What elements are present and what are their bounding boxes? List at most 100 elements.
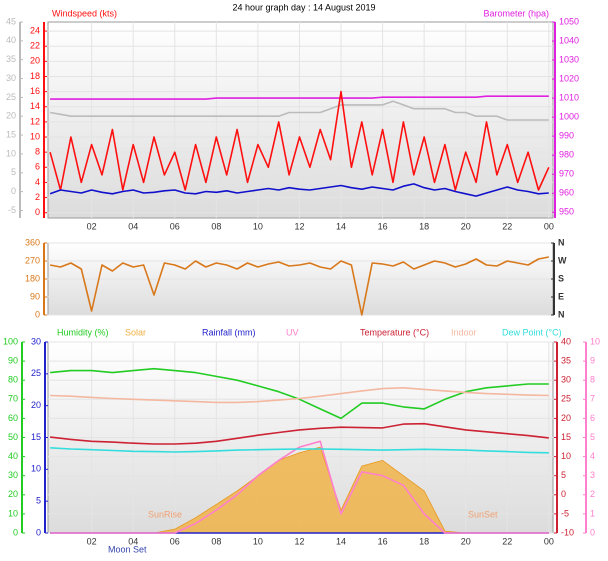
- y-tick-label: E: [558, 291, 564, 301]
- y-tick-label: 20: [31, 400, 41, 410]
- y-tick-label: S: [558, 273, 564, 283]
- y-tick-label: 7: [590, 394, 595, 404]
- line: [50, 422, 549, 445]
- x-tick-label: 04: [128, 221, 138, 231]
- y-tick-label: -10: [561, 527, 574, 537]
- y-tick-label: 0: [35, 309, 40, 319]
- y-tick-label: 2: [35, 192, 40, 202]
- x-tick-label: 00: [544, 536, 554, 546]
- y-tick-label: 1020: [559, 73, 579, 83]
- y-tick-label: 15: [31, 432, 41, 442]
- legend-label: UV: [286, 327, 299, 337]
- y-tick-label: 15: [561, 432, 571, 442]
- y-tick-label: 25: [6, 92, 16, 102]
- y-tick-label: 25: [561, 394, 571, 404]
- x-tick-label: 08: [211, 221, 221, 231]
- x-tick-label: 06: [170, 221, 180, 231]
- y-tick-label: 24: [30, 25, 40, 35]
- x-tick-label: 22: [502, 536, 512, 546]
- y-tick-label: 180: [25, 273, 40, 283]
- y-tick-label: 1030: [559, 54, 579, 64]
- y-tick-label: 6: [590, 413, 595, 423]
- annotation: SunSet: [468, 509, 498, 519]
- y-tick-label: 16: [30, 86, 40, 96]
- y-tick-label: 10: [8, 508, 18, 518]
- y-tick-label: 970: [559, 169, 574, 179]
- chart-title: 24 hour graph day : 14 August 2019: [232, 2, 375, 12]
- x-tick-label: 14: [336, 536, 346, 546]
- y-tick-label: 3: [590, 470, 595, 480]
- y-tick-label: 270: [25, 255, 40, 265]
- x-tick-label: 12: [294, 221, 304, 231]
- line: [49, 90, 550, 191]
- y-tick-label: 90: [30, 291, 40, 301]
- x-tick-label: 02: [87, 536, 97, 546]
- y-axis-title: Windspeed (kts): [52, 8, 117, 18]
- y-tick-label: 5: [590, 432, 595, 442]
- y-tick-label: 960: [559, 188, 574, 198]
- plot-area: [47, 21, 554, 219]
- y-tick-label: 5: [36, 496, 41, 506]
- line: [50, 387, 549, 404]
- y-tick-label: 5: [561, 470, 566, 480]
- y-tick-label: 0: [36, 527, 41, 537]
- y-tick-label: 30: [561, 375, 571, 385]
- legend-label: Temperature (°C): [360, 327, 429, 337]
- line: [50, 95, 549, 100]
- x-tick-label: 20: [461, 536, 471, 546]
- y-tick-label: 1050: [559, 16, 579, 26]
- y-tick-label: 1040: [559, 35, 579, 45]
- y-tick-label: 30: [8, 470, 18, 480]
- line: [50, 447, 549, 454]
- line: [49, 183, 549, 197]
- y2-axis-title: Barometer (hpa): [483, 8, 549, 18]
- y-tick-label: 30: [6, 73, 16, 83]
- y-tick-label: 20: [6, 111, 16, 121]
- annotation: SunRise: [148, 509, 182, 519]
- x-tick-label: 16: [378, 221, 388, 231]
- y-tick-label: 360: [25, 237, 40, 247]
- y-tick-label: 0: [13, 527, 18, 537]
- y-tick-label: 990: [559, 131, 574, 141]
- legend-label: Indoor: [451, 327, 477, 337]
- y-tick-label: 1010: [559, 92, 579, 102]
- y-tick-label: 22: [30, 41, 40, 51]
- y-tick-label: 2: [590, 489, 595, 499]
- x-tick-label: 12: [294, 536, 304, 546]
- y-tick-label: 35: [561, 355, 571, 365]
- y-tick-label: 8: [590, 375, 595, 385]
- y-tick-label: 0: [35, 207, 40, 217]
- y-tick-label: 10: [561, 451, 571, 461]
- y-tick-label: 0: [590, 527, 595, 537]
- y-tick-label: 20: [8, 489, 18, 499]
- y-tick-label: 10: [30, 131, 40, 141]
- y-tick-label: N: [558, 309, 565, 319]
- y-tick-label: 1000: [559, 112, 579, 122]
- line: [50, 440, 549, 534]
- x-tick-label: 20: [461, 221, 471, 231]
- y-tick-label: 70: [8, 394, 18, 404]
- x-tick-label: 18: [419, 536, 429, 546]
- y-tick-label: 50: [8, 432, 18, 442]
- y-tick-label: W: [558, 255, 567, 265]
- legend-label: Dew Point (°C): [502, 327, 562, 337]
- y-tick-label: 4: [35, 177, 40, 187]
- x-tick-label: 16: [378, 536, 388, 546]
- y-tick-label: 12: [30, 116, 40, 126]
- x-tick-label: 10: [253, 536, 263, 546]
- y-tick-label: 6: [35, 162, 40, 172]
- x-tick-label: 00: [544, 221, 554, 231]
- y-tick-label: 4: [590, 451, 595, 461]
- x-tick-label: 04: [128, 536, 138, 546]
- y-tick-label: 14: [30, 101, 40, 111]
- y-tick-label: 40: [6, 35, 16, 45]
- y-tick-label: 10: [31, 464, 41, 474]
- x-tick-label: 18: [419, 221, 429, 231]
- y-tick-label: 80: [8, 375, 18, 385]
- y-tick-label: 1: [590, 508, 595, 518]
- line: [49, 256, 549, 316]
- y-tick-label: 9: [590, 355, 595, 365]
- y-tick-label: 40: [8, 451, 18, 461]
- y-tick-label: 10: [6, 148, 16, 158]
